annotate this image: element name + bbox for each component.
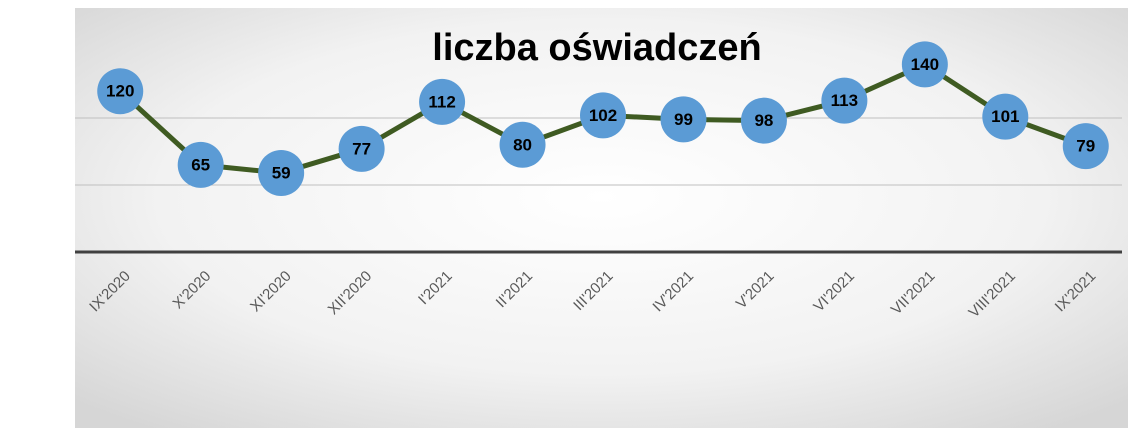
data-label: 112 bbox=[428, 92, 455, 111]
data-marker bbox=[338, 125, 385, 172]
data-label: 101 bbox=[991, 107, 1019, 126]
data-marker bbox=[177, 141, 224, 188]
chart-background bbox=[75, 8, 1128, 428]
data-label: 102 bbox=[589, 106, 617, 125]
data-label: 99 bbox=[674, 110, 693, 129]
chart-title: liczba oświadczeń bbox=[432, 27, 761, 69]
data-label: 80 bbox=[513, 135, 532, 154]
data-label: 98 bbox=[754, 111, 773, 130]
data-marker bbox=[258, 149, 305, 196]
data-marker bbox=[740, 97, 787, 144]
data-label: 77 bbox=[352, 139, 371, 158]
data-label: 113 bbox=[831, 91, 858, 110]
data-marker bbox=[821, 77, 868, 124]
data-label: 65 bbox=[191, 155, 210, 174]
data-label: 120 bbox=[106, 82, 134, 101]
data-marker bbox=[982, 93, 1029, 140]
data-marker bbox=[901, 41, 948, 88]
data-marker bbox=[499, 121, 546, 168]
data-label: 140 bbox=[911, 55, 939, 74]
data-marker bbox=[660, 96, 707, 143]
data-label: 79 bbox=[1076, 137, 1095, 156]
data-marker bbox=[419, 78, 466, 125]
data-marker bbox=[1062, 123, 1109, 170]
data-marker bbox=[97, 68, 144, 115]
data-label: 59 bbox=[272, 163, 291, 182]
data-marker bbox=[580, 92, 626, 139]
